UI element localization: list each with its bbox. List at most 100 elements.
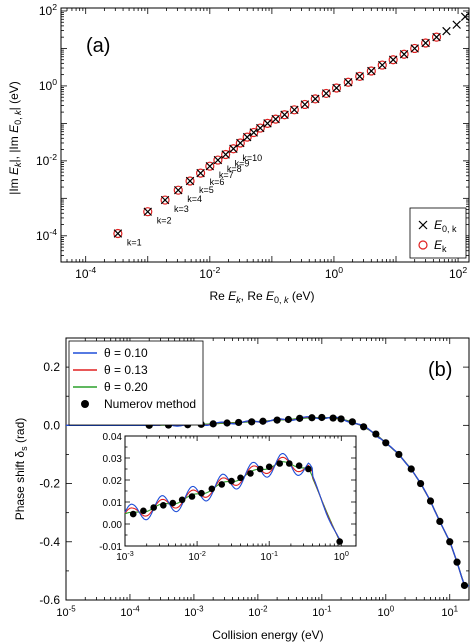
panel-b-frame	[65, 337, 470, 601]
numerov-point	[460, 581, 469, 590]
marker-circle-ek	[279, 110, 290, 120]
marker-cross-e0k	[242, 132, 252, 142]
numerov-point	[426, 497, 435, 505]
marker-circle-ek	[205, 161, 215, 171]
marker-cross-stroke	[378, 60, 387, 70]
legend-marker-cross	[418, 220, 428, 230]
legend-label-numerov: Numerov method	[104, 397, 196, 411]
numerov-point	[453, 558, 461, 566]
inset-numerov-point	[160, 502, 167, 509]
y-tick-label: 100	[39, 77, 57, 93]
marker-cross-e0k	[160, 195, 170, 205]
marker-cross-stroke	[290, 105, 299, 115]
marker-circle-ek	[195, 168, 206, 178]
panel-a-x-label: Re Ek, Re E0, k (eV)	[209, 289, 314, 305]
marker-cross-e0k	[113, 229, 123, 238]
inset-x-tick-label: 10-2	[188, 549, 206, 563]
inset-numerov-points	[129, 460, 343, 545]
marker-cross-e0k	[399, 50, 409, 59]
marker-cross-stroke	[332, 83, 341, 93]
marker-cross-e0k	[460, 12, 470, 21]
marker-cross-e0k	[185, 176, 195, 186]
k-label: k=9	[235, 158, 250, 168]
marker-cross-stroke	[242, 132, 252, 142]
panel-a: (a) 10-4 10-2 100 102 10-4 10-2 100 102 k=1 k=2…	[7, 2, 470, 305]
marker-cross-stroke	[160, 195, 170, 205]
marker-cross-e0k	[229, 144, 238, 154]
marker-circle-ek	[228, 144, 239, 154]
panel-b: (b) 10-5 10-4 10-3 10-2 10-1 100 101 0.2 0.0 -0.…	[13, 337, 470, 642]
numerov-point	[348, 418, 356, 426]
marker-cross-stroke	[113, 229, 123, 238]
inset-y-tick-label: 0.02	[103, 476, 123, 487]
marker-cross-stroke	[432, 32, 441, 42]
marker-cross-stroke	[185, 176, 195, 186]
numerov-point	[235, 418, 243, 427]
inset-numerov-point	[129, 510, 137, 518]
marker-circle-ek	[143, 207, 153, 217]
panel-b-x-label: Collision energy (eV)	[212, 628, 323, 642]
marker-cross-e0k	[378, 60, 387, 70]
marker-cross-stroke	[388, 55, 398, 64]
marker-circle-ek	[235, 138, 245, 148]
marker-circle-ek	[173, 185, 183, 195]
marker-cross-stroke	[221, 150, 230, 159]
marker-circle-ek	[185, 176, 195, 186]
numerov-point	[248, 418, 256, 426]
panel-a-legend: E0, k Ek	[409, 207, 467, 259]
y-tick-label: -0.6	[39, 593, 60, 607]
legend-marker-circle	[418, 240, 428, 250]
marker-cross-stroke	[344, 78, 353, 87]
marker-circle-ek	[410, 43, 420, 54]
marker-circle-ek	[388, 55, 398, 65]
marker-cross-e0k	[196, 168, 205, 178]
marker-cross-e0k	[174, 185, 183, 195]
marker-cross-stroke	[442, 26, 451, 36]
x-tick-label: 101	[441, 605, 458, 619]
legend-box	[68, 340, 204, 426]
inset-x-tick-label: 100	[334, 549, 349, 563]
panel-a-label: (a)	[86, 35, 110, 57]
legend-label-theta-020: θ = 0.20	[104, 380, 148, 394]
x-tick-label: 10-5	[56, 605, 76, 619]
marker-circle-ek	[113, 228, 123, 239]
k-label: k=10	[242, 153, 262, 163]
inset-numerov-point	[218, 481, 226, 488]
marker-cross-stroke	[452, 20, 461, 29]
marker-cross-stroke	[236, 138, 245, 148]
inset-numerov-point	[295, 462, 303, 470]
marker-cross-e0k	[256, 123, 265, 133]
marker-cross-e0k	[280, 110, 289, 119]
panel-b-label: (b)	[428, 359, 452, 381]
numerov-point	[372, 430, 380, 438]
numerov-point	[407, 465, 415, 473]
y-tick-label: -0.2	[39, 477, 60, 491]
k-label: k=8	[227, 164, 242, 174]
marker-cross-stroke	[249, 128, 258, 137]
x-tick-label: 10-2	[248, 605, 267, 619]
k-label: k=5	[199, 185, 214, 195]
y-tick-label: 0.0	[43, 418, 60, 432]
k-label: k=1	[127, 238, 142, 248]
inset-frame	[124, 435, 357, 547]
marker-cross-e0k	[410, 44, 419, 53]
marker-cross-stroke	[256, 123, 265, 133]
inset-x-ticks: 10-3 10-2 10-1 100	[116, 436, 349, 563]
marker-cross-stroke	[196, 168, 205, 178]
marker-cross-e0k	[442, 26, 451, 36]
inset-series-line	[124, 453, 341, 540]
marker-circle-ek	[213, 155, 223, 165]
inset-y-tick-label: 0.00	[103, 520, 123, 531]
marker-circle-ek	[310, 94, 320, 104]
inset-numerov-point	[150, 504, 157, 511]
numerov-point	[259, 417, 267, 425]
k-label: k=2	[157, 216, 172, 226]
inset-y-tick-label: 0.01	[103, 498, 123, 509]
x-tick-label: 102	[449, 265, 467, 281]
inset-numerov-point	[178, 496, 186, 504]
inset-numerov-point	[237, 474, 244, 482]
marker-cross-e0k	[344, 78, 353, 87]
inset-numerov-point	[140, 507, 147, 515]
panel-b-inset: 10-3 10-2 10-1 100 0.04 0.03 0.02 0.01 0.00 -0.0…	[99, 432, 357, 563]
